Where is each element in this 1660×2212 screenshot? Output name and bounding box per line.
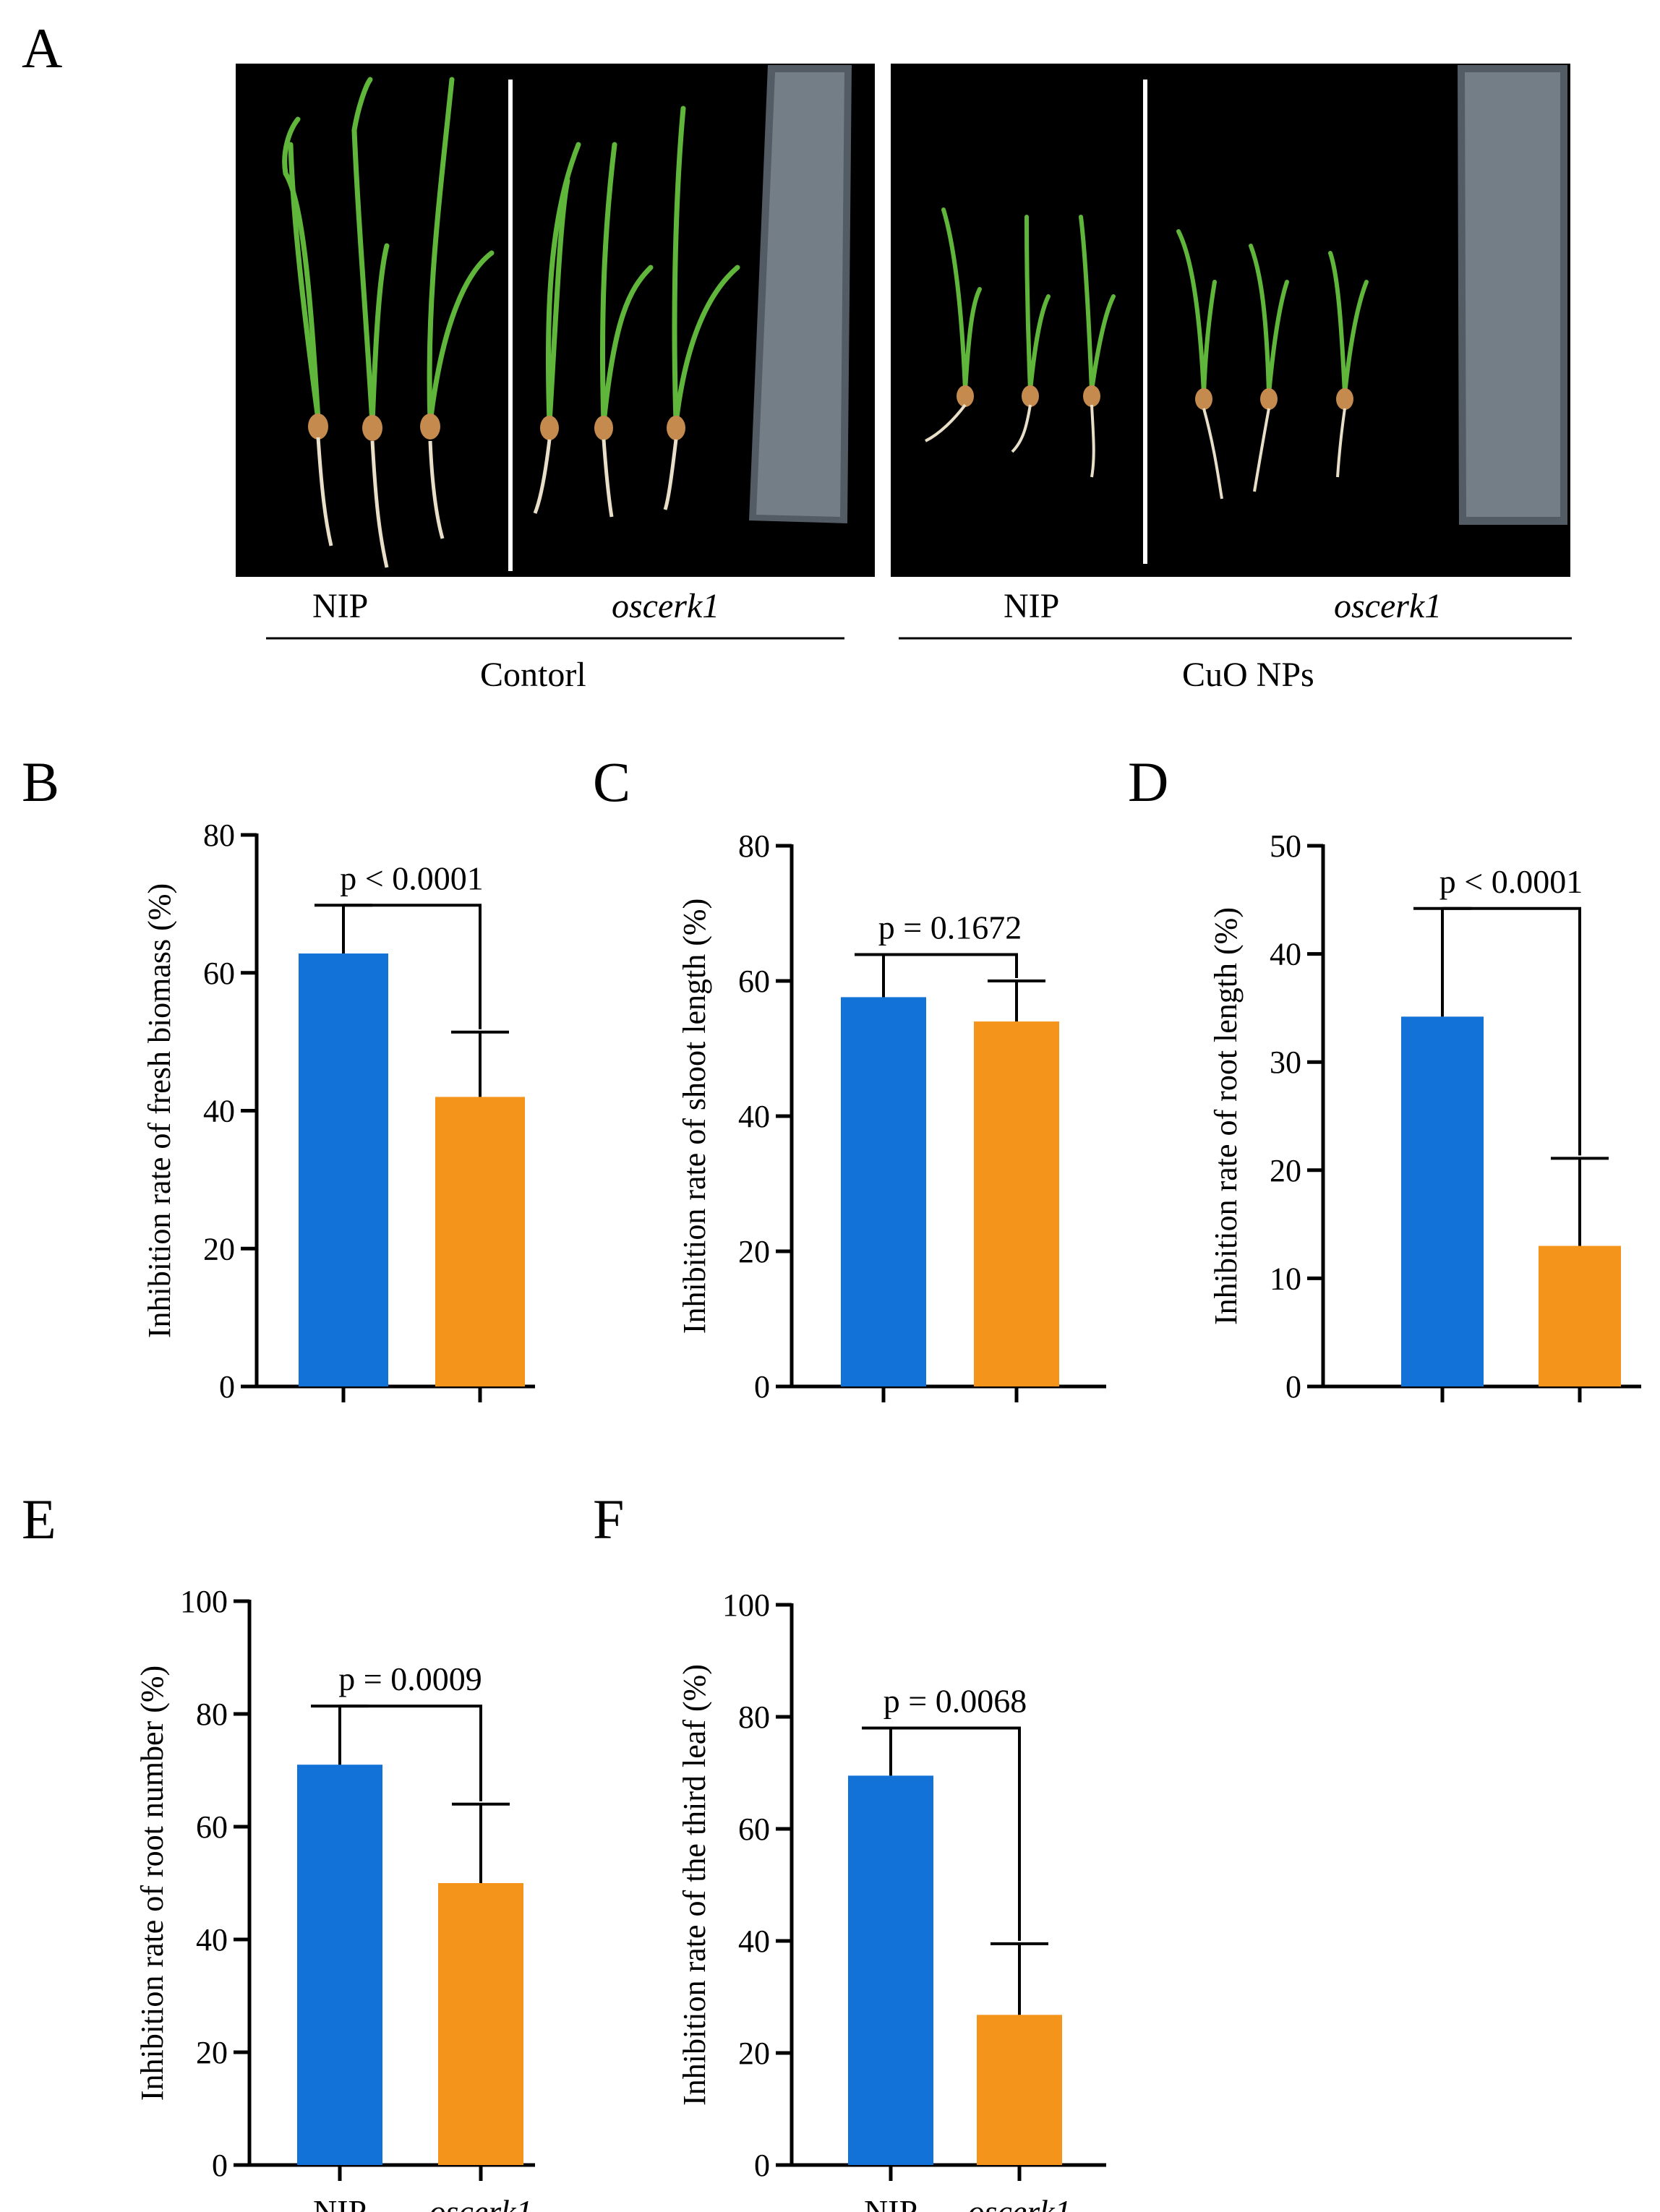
x-tick-label: oscerk1: [428, 1415, 531, 1417]
y-tick-label: 20: [203, 1231, 235, 1266]
y-tick-label: 40: [738, 1924, 770, 1959]
label-treatment-cuo: CuO NPs: [1182, 656, 1314, 694]
panel-d-chart: D 0 10 20 30 40 50 Inhibition rate of root leng…: [1128, 752, 1641, 1417]
bar-nip: [297, 1765, 382, 2165]
x-tick-label: NIP: [313, 2193, 367, 2212]
y-axis-label: Inhibition rate of the third leaf (%): [677, 1664, 712, 2106]
y-tick-label: 80: [203, 818, 235, 853]
y-axis-label: Inhibition rate of root length (%): [1208, 907, 1244, 1325]
y-tick-label: 20: [1270, 1153, 1301, 1188]
y-tick-label: 40: [1270, 937, 1301, 972]
bar-nip: [299, 953, 388, 1386]
y-tick-label: 0: [1285, 1369, 1301, 1405]
panel-f-chart: F 0 20 40 60 80 100 Inhibition rate of the thir…: [593, 1489, 1106, 2212]
label-treatment-control: Contorl: [480, 656, 586, 694]
y-tick-label: 80: [738, 1699, 770, 1735]
y-axis-label: Inhibition rate of root number (%): [134, 1666, 170, 2101]
y-tick-label: 100: [180, 1584, 228, 1619]
panel-a-label: A: [22, 17, 63, 80]
y-axis-label: Inhibition rate of fresh biomass (%): [142, 883, 177, 1338]
x-tick-label: oscerk1: [1528, 1415, 1631, 1417]
x-tick-label: oscerk1: [967, 2193, 1071, 2212]
y-tick-label: 60: [738, 964, 770, 999]
panel-f-label: F: [593, 1489, 624, 1551]
label-nip-control: NIP: [312, 587, 369, 625]
y-axis-label: Inhibition rate of shoot length (%): [677, 899, 712, 1334]
significance-bracket: [1442, 906, 1581, 1156]
y-tick-label: 20: [196, 2035, 228, 2070]
y-tick-label: 60: [738, 1812, 770, 1847]
bar-nip: [841, 997, 926, 1386]
y-tick-label: 10: [1270, 1261, 1301, 1296]
bar-oscerk1: [435, 1097, 525, 1386]
bar-oscerk1: [974, 1021, 1059, 1386]
y-tick-label: 80: [196, 1697, 228, 1732]
significance-bracket: [884, 953, 1018, 978]
significance-label: p = 0.0009: [338, 1660, 482, 1697]
panel-c-chart: C 0 20 40 60 80 Inhibition rate of shoot lengt…: [593, 752, 1106, 1417]
y-tick-label: 40: [196, 1922, 228, 1958]
panel-b-chart: B 0 20 40 60 80 Inhibition rate of fresh bioma…: [22, 752, 535, 1417]
significance-label: p = 0.1672: [878, 909, 1022, 946]
y-tick-label: 0: [754, 1369, 770, 1405]
significance-label: p < 0.0001: [1439, 863, 1583, 900]
y-tick-label: 50: [1270, 828, 1301, 864]
panel-c-label: C: [593, 752, 630, 813]
y-tick-label: 60: [203, 956, 235, 991]
y-tick-label: 20: [738, 1234, 770, 1269]
panel-a: A: [0, 0, 1660, 723]
y-tick-label: 30: [1270, 1045, 1301, 1080]
x-tick-label: NIP: [317, 1415, 370, 1417]
significance-bracket: [891, 1726, 1021, 1941]
y-tick-label: 60: [196, 1809, 228, 1845]
y-tick-label: 0: [212, 2148, 228, 2183]
bar-oscerk1: [977, 2015, 1062, 2165]
label-nip-cuo: NIP: [1004, 587, 1060, 625]
cuo-photo: [891, 64, 1570, 577]
panel-e-label: E: [22, 1489, 56, 1551]
significance-label: p < 0.0001: [340, 859, 483, 896]
y-tick-label: 0: [754, 2148, 770, 2183]
bar-nip: [1401, 1016, 1484, 1386]
significance-bracket: [340, 1705, 482, 1801]
y-tick-label: 80: [738, 828, 770, 864]
bar-oscerk1: [1539, 1246, 1621, 1386]
significance-label: p = 0.0068: [884, 1683, 1027, 1720]
bar-nip: [848, 1775, 933, 2165]
label-oscerk1-cuo: oscerk1: [1334, 587, 1442, 625]
significance-bracket: [343, 904, 482, 1029]
seedling-photos: [236, 64, 1572, 640]
panel-b-label: B: [22, 752, 59, 813]
y-tick-label: 40: [738, 1099, 770, 1134]
x-tick-label: oscerk1: [429, 2193, 532, 2212]
x-tick-label: NIP: [857, 1415, 910, 1417]
panel-e-chart: E 0 20 40 60 80 100 Inhibition rate of root num…: [22, 1489, 535, 2212]
y-tick-label: 40: [203, 1094, 235, 1129]
y-tick-label: 0: [219, 1369, 235, 1405]
panel-d-label: D: [1128, 752, 1168, 813]
y-tick-label: 100: [722, 1587, 770, 1623]
x-tick-label: NIP: [1416, 1415, 1469, 1417]
label-oscerk1-control: oscerk1: [612, 587, 720, 625]
bar-oscerk1: [438, 1883, 523, 2165]
y-tick-label: 20: [738, 2036, 770, 2071]
x-tick-label: oscerk1: [964, 1415, 1068, 1417]
control-photo: [236, 64, 875, 577]
x-tick-label: NIP: [864, 2193, 917, 2212]
